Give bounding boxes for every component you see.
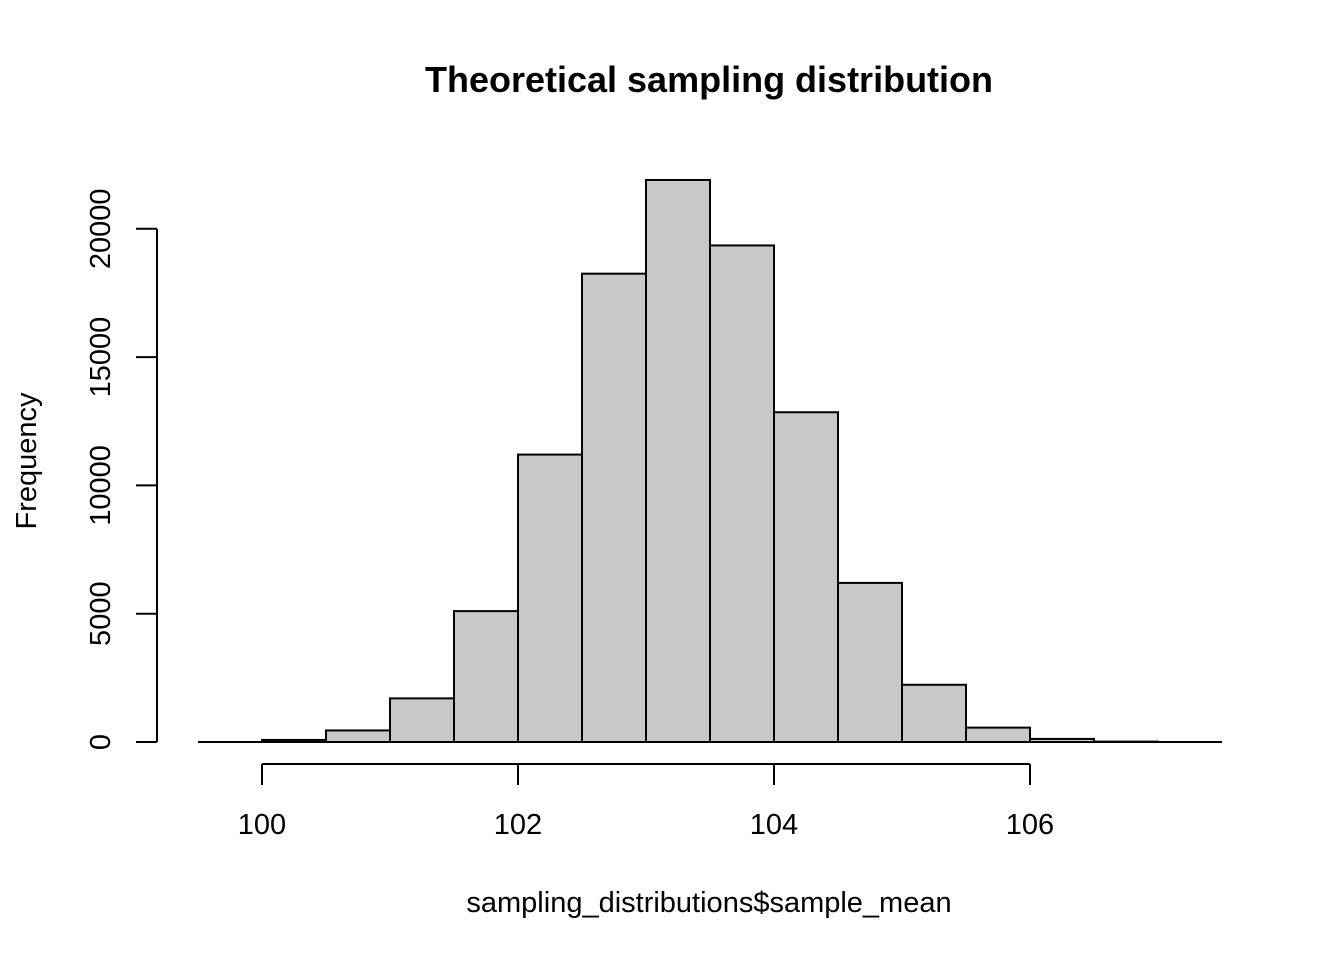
histogram-bar-10 (901, 683, 967, 743)
x-tick-label-3: 106 (1006, 809, 1054, 841)
y-axis: 0 5000 10000 15000 20000 (85, 188, 158, 750)
y-tick-label-0: 0 (85, 734, 117, 750)
histogram-bar-8 (773, 411, 839, 743)
histogram-bar-2 (389, 697, 455, 744)
y-axis-label: Frequency (11, 392, 43, 530)
histogram-bar-9 (837, 581, 903, 743)
y-tick-label-1: 5000 (85, 581, 117, 646)
histogram-bar-11 (965, 726, 1031, 743)
x-tick-label-0: 100 (238, 809, 286, 841)
histogram-bar-3 (453, 610, 519, 743)
x-tick-label-1: 102 (494, 809, 542, 841)
x-tick-label-2: 104 (750, 809, 798, 841)
chart-title: Theoretical sampling distribution (425, 59, 993, 100)
y-tick-label-4: 20000 (85, 188, 117, 269)
y-tick-label-2: 10000 (85, 445, 117, 526)
histogram-bar-6 (645, 179, 711, 743)
histogram-bar-1 (325, 729, 391, 743)
histogram-bar-4 (517, 453, 583, 743)
bars-group (261, 179, 1159, 744)
x-axis: 100 102 104 106 (238, 763, 1054, 841)
y-tick-label-3: 15000 (85, 317, 117, 398)
histogram-bar-7 (709, 244, 775, 743)
histogram-bar-5 (581, 272, 647, 743)
x-axis-label: sampling_distributions$sample_mean (466, 887, 951, 919)
